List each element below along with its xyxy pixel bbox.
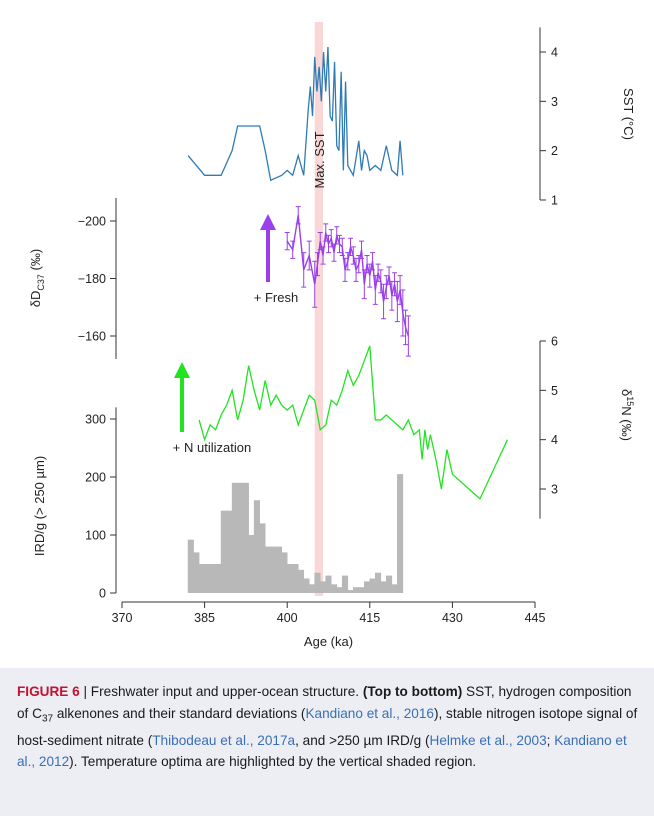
ird-tick-label: 200 [85, 471, 106, 485]
x-tick-label: 445 [525, 611, 546, 625]
dd-axis-label: δDC37 (‰) [28, 249, 46, 307]
ird-bar [325, 575, 332, 593]
ird-bar [297, 569, 305, 593]
d15n-tick-label: 3 [551, 483, 558, 497]
ird-bar [264, 546, 271, 593]
ird-bar [270, 546, 277, 593]
ird-bar [363, 581, 371, 593]
n-util-label: + N utilization [173, 440, 251, 455]
highlight-band [314, 22, 323, 596]
ird-bar [386, 575, 393, 593]
sst-tick-label: 4 [551, 46, 558, 60]
ird-bar [215, 564, 222, 593]
fresh-arrow-head [260, 214, 276, 230]
ird-bar [352, 587, 360, 593]
d15n-tick-label: 5 [551, 384, 558, 398]
d15n-tick-label: 6 [551, 335, 558, 349]
multi-panel-chart: Max. SST 1 2 3 4 SST (°C) −200 −180 −160 δDC37 (‰… [28, 22, 636, 649]
ird-bar [336, 587, 343, 593]
ird-bar [253, 500, 260, 593]
ird-bar [369, 578, 376, 593]
sst-axis-label: SST (°C) [621, 88, 636, 140]
dd-tick-label: −200 [78, 215, 106, 229]
ird-bar [231, 482, 238, 593]
ird-bar [292, 564, 299, 593]
d15n-series-line [198, 345, 509, 500]
x-tick-label: 400 [277, 611, 298, 625]
ird-bar [281, 552, 288, 593]
figure-caption: FIGURE 6 | Freshwater input and upper-oc… [17, 684, 638, 770]
ird-bar [226, 510, 233, 593]
n-util-arrow-head [174, 362, 190, 378]
citation-link[interactable]: Helmke et al., 2003 [429, 732, 547, 748]
d15n-axis-label: δ15N (‰) [619, 389, 635, 441]
ird-bar [319, 581, 327, 593]
ird-axis-label: IRD/g (> 250 µm) [32, 456, 47, 556]
x-tick-label: 370 [112, 611, 133, 625]
ird-bar [237, 482, 244, 593]
ird-bar [347, 590, 354, 593]
ird-tick-label: 0 [99, 587, 106, 601]
dd-series-line [286, 215, 410, 337]
ird-bar [248, 535, 255, 593]
citation-link[interactable]: Thibodeau et al., 2017a [152, 732, 296, 748]
ird-tick-label: 300 [85, 413, 106, 427]
ird-tick-label: 100 [85, 529, 106, 543]
caption-title: Freshwater input and upper-ocean structu… [90, 684, 360, 699]
sst-tick-label: 1 [551, 194, 558, 208]
highlight-label: Max. SST [312, 131, 327, 188]
citation-link[interactable]: Kandiano et al., 2012 [17, 732, 627, 770]
ird-bar [375, 572, 382, 593]
ird-bar [330, 584, 338, 593]
ird-bar [380, 581, 387, 593]
ird-bar [242, 482, 249, 593]
x-tick-label: 415 [359, 611, 380, 625]
x-tick-label: 385 [194, 611, 215, 625]
ird-bar [314, 572, 321, 593]
fresh-label: + Fresh [254, 290, 298, 305]
dd-tick-label: −160 [78, 330, 106, 344]
sst-series-line [187, 47, 404, 182]
figure-caption-box: FIGURE 6 | Freshwater input and upper-oc… [0, 668, 654, 816]
ird-bar [308, 584, 316, 593]
ird-bar [303, 578, 310, 593]
ird-bar [209, 564, 216, 593]
dd-tick-label: −180 [78, 272, 106, 286]
ird-bar [198, 564, 205, 593]
ird-bar [397, 474, 404, 593]
ird-bar [341, 575, 349, 593]
ird-bar [275, 546, 282, 593]
ird-bar [358, 587, 365, 593]
figure-panel: Max. SST 1 2 3 4 SST (°C) −200 −180 −160 δDC37 (‰… [28, 22, 636, 649]
ird-bar [220, 510, 227, 593]
ird-bar [204, 564, 211, 593]
ird-bar [286, 564, 294, 593]
ird-bar [187, 539, 194, 593]
ird-bar [391, 584, 398, 593]
figure-number: FIGURE 6 [17, 684, 80, 699]
d15n-tick-label: 4 [551, 433, 558, 447]
citation-link[interactable]: Kandiano et al., 2016 [305, 705, 434, 721]
sst-tick-label: 3 [551, 95, 558, 109]
x-axis-label: Age (ka) [304, 634, 353, 649]
x-tick-label: 430 [442, 611, 463, 625]
ird-bar [193, 552, 200, 593]
ird-bar [259, 523, 266, 593]
caption-order: (Top to bottom) [362, 684, 463, 699]
sst-tick-label: 2 [551, 144, 558, 158]
